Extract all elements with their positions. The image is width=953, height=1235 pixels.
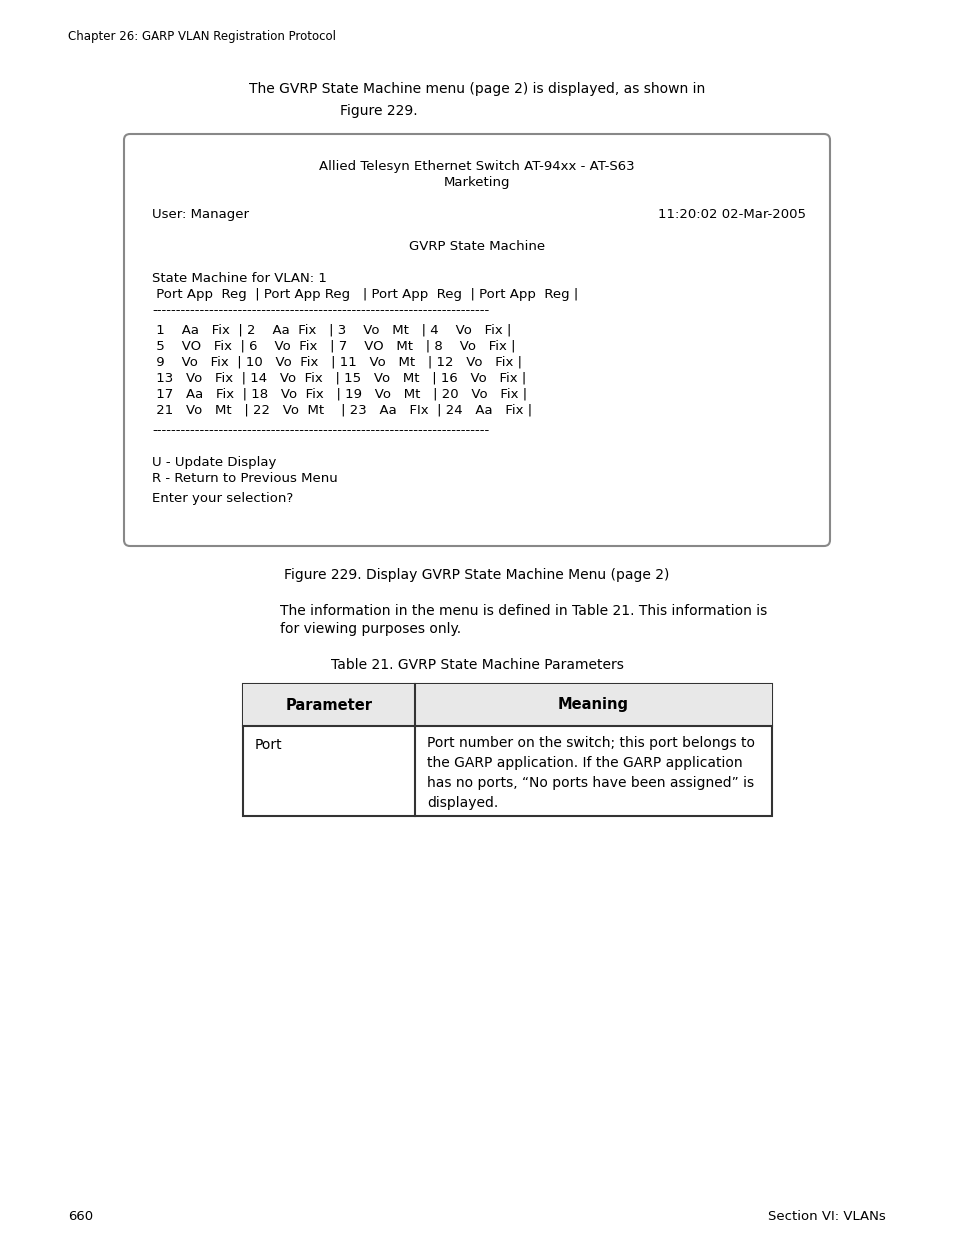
Text: Table 21. GVRP State Machine Parameters: Table 21. GVRP State Machine Parameters [331, 658, 622, 672]
Text: Marketing: Marketing [443, 177, 510, 189]
Text: 9    Vo   Fix  | 10   Vo  Fix   | 11   Vo   Mt   | 12   Vo   Fix |: 9 Vo Fix | 10 Vo Fix | 11 Vo Mt | 12 Vo … [152, 356, 521, 369]
Text: The GVRP State Machine menu (page 2) is displayed, as shown in: The GVRP State Machine menu (page 2) is … [249, 82, 704, 96]
Text: Enter your selection?: Enter your selection? [152, 492, 293, 505]
Text: Port number on the switch; this port belongs to
the GARP application. If the GAR: Port number on the switch; this port bel… [427, 736, 754, 810]
Text: -----------------------------------------------------------------------: ----------------------------------------… [152, 304, 489, 317]
Text: Chapter 26: GARP VLAN Registration Protocol: Chapter 26: GARP VLAN Registration Proto… [68, 30, 335, 43]
Text: User: Manager: User: Manager [152, 207, 249, 221]
Text: The information in the menu is defined in Table 21. This information is: The information in the menu is defined i… [280, 604, 766, 618]
Text: Meaning: Meaning [558, 698, 628, 713]
Text: State Machine for VLAN: 1: State Machine for VLAN: 1 [152, 272, 327, 285]
Text: Section VI: VLANs: Section VI: VLANs [767, 1210, 885, 1223]
FancyBboxPatch shape [124, 135, 829, 546]
Text: Port: Port [254, 739, 282, 752]
Text: 13   Vo   Fix  | 14   Vo  Fix   | 15   Vo   Mt   | 16   Vo   Fix |: 13 Vo Fix | 14 Vo Fix | 15 Vo Mt | 16 Vo… [152, 372, 526, 385]
Text: -----------------------------------------------------------------------: ----------------------------------------… [152, 424, 489, 437]
Text: Figure 229.: Figure 229. [339, 104, 417, 119]
Text: U - Update Display: U - Update Display [152, 456, 276, 469]
Text: Figure 229. Display GVRP State Machine Menu (page 2): Figure 229. Display GVRP State Machine M… [284, 568, 669, 582]
Text: R - Return to Previous Menu: R - Return to Previous Menu [152, 472, 337, 485]
Text: Allied Telesyn Ethernet Switch AT-94xx - AT-S63: Allied Telesyn Ethernet Switch AT-94xx -… [319, 161, 634, 173]
Text: 660: 660 [68, 1210, 93, 1223]
Text: 17   Aa   Fix  | 18   Vo  Fix   | 19   Vo   Mt   | 20   Vo   Fix |: 17 Aa Fix | 18 Vo Fix | 19 Vo Mt | 20 Vo… [152, 388, 527, 401]
Text: Port App  Reg  | Port App Reg   | Port App  Reg  | Port App  Reg |: Port App Reg | Port App Reg | Port App R… [152, 288, 578, 301]
Text: 11:20:02 02-Mar-2005: 11:20:02 02-Mar-2005 [658, 207, 805, 221]
Text: 21   Vo   Mt   | 22   Vo  Mt    | 23   Aa   FIx  | 24   Aa   Fix |: 21 Vo Mt | 22 Vo Mt | 23 Aa FIx | 24 Aa … [152, 404, 532, 417]
Text: for viewing purposes only.: for viewing purposes only. [280, 622, 460, 636]
Text: Parameter: Parameter [285, 698, 372, 713]
Text: GVRP State Machine: GVRP State Machine [409, 240, 544, 253]
Bar [243, 684, 771, 726]
Text: 1    Aa   Fix  | 2    Aa  Fix   | 3    Vo   Mt   | 4    Vo   Fix |: 1 Aa Fix | 2 Aa Fix | 3 Vo Mt | 4 Vo Fix… [152, 324, 511, 337]
Bar [243, 684, 771, 816]
Text: 5    VO   Fix  | 6    Vo  Fix   | 7    VO   Mt   | 8    Vo   Fix |: 5 VO Fix | 6 Vo Fix | 7 VO Mt | 8 Vo Fix… [152, 340, 515, 353]
